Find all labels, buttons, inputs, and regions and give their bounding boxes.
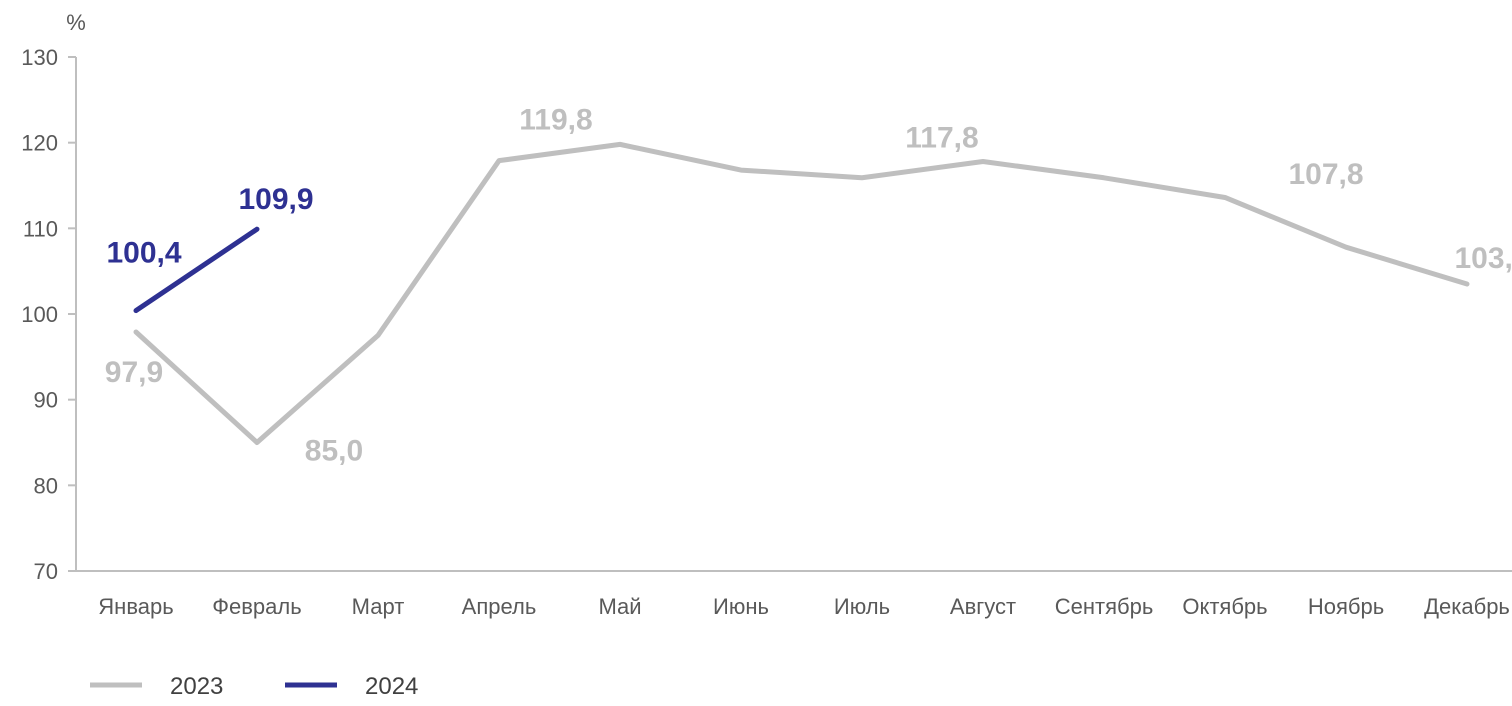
x-tick-label: Апрель xyxy=(462,594,537,619)
data-label: 109,9 xyxy=(238,183,313,216)
y-tick-label: 80 xyxy=(34,473,58,498)
x-tick-label: Сентябрь xyxy=(1055,594,1154,619)
series-line-1 xyxy=(133,226,260,314)
x-tick-label: Май xyxy=(598,594,641,619)
data-labels: 97,9 85,0 119,8 117,8 107,8 103,5 100,4 109,9 xyxy=(105,103,1512,467)
x-tick-label: Июнь xyxy=(713,594,769,619)
data-label: 103,5 xyxy=(1454,242,1512,275)
series-lines xyxy=(133,141,1470,445)
y-tick-label: 130 xyxy=(21,45,58,70)
data-label: 119,8 xyxy=(519,103,592,136)
data-label: 97,9 xyxy=(105,356,163,389)
x-tick-label: Октябрь xyxy=(1182,594,1267,619)
x-tick-label: Февраль xyxy=(212,594,301,619)
legend-label: 2024 xyxy=(365,673,418,700)
x-tick-label: Ноябрь xyxy=(1308,594,1384,619)
y-axis-ticks: 70 80 90 100 110 120 130 xyxy=(21,45,76,584)
data-label: 117,8 xyxy=(905,122,978,155)
y-tick-label: 70 xyxy=(34,559,58,584)
y-tick-label: 120 xyxy=(21,131,58,156)
x-axis-ticks: Январь Февраль Март Апрель Май Июнь Июль Август… xyxy=(98,594,1510,619)
legend: 2023 2024 xyxy=(90,673,418,700)
data-label: 85,0 xyxy=(305,435,363,468)
y-tick-label: 110 xyxy=(23,216,58,241)
x-tick-label: Март xyxy=(352,594,405,619)
legend-label: 2023 xyxy=(170,673,223,700)
y-axis-unit-label: % xyxy=(66,10,86,35)
y-tick-label: 90 xyxy=(34,388,58,413)
x-tick-label: Июль xyxy=(834,594,890,619)
x-tick-label: Декабрь xyxy=(1424,594,1510,619)
series-line-0 xyxy=(133,141,1470,445)
x-tick-label: Август xyxy=(950,594,1016,619)
data-label: 107,8 xyxy=(1288,158,1363,191)
data-label: 100,4 xyxy=(106,237,181,270)
y-tick-label: 100 xyxy=(21,302,58,327)
x-tick-label: Январь xyxy=(98,594,173,619)
